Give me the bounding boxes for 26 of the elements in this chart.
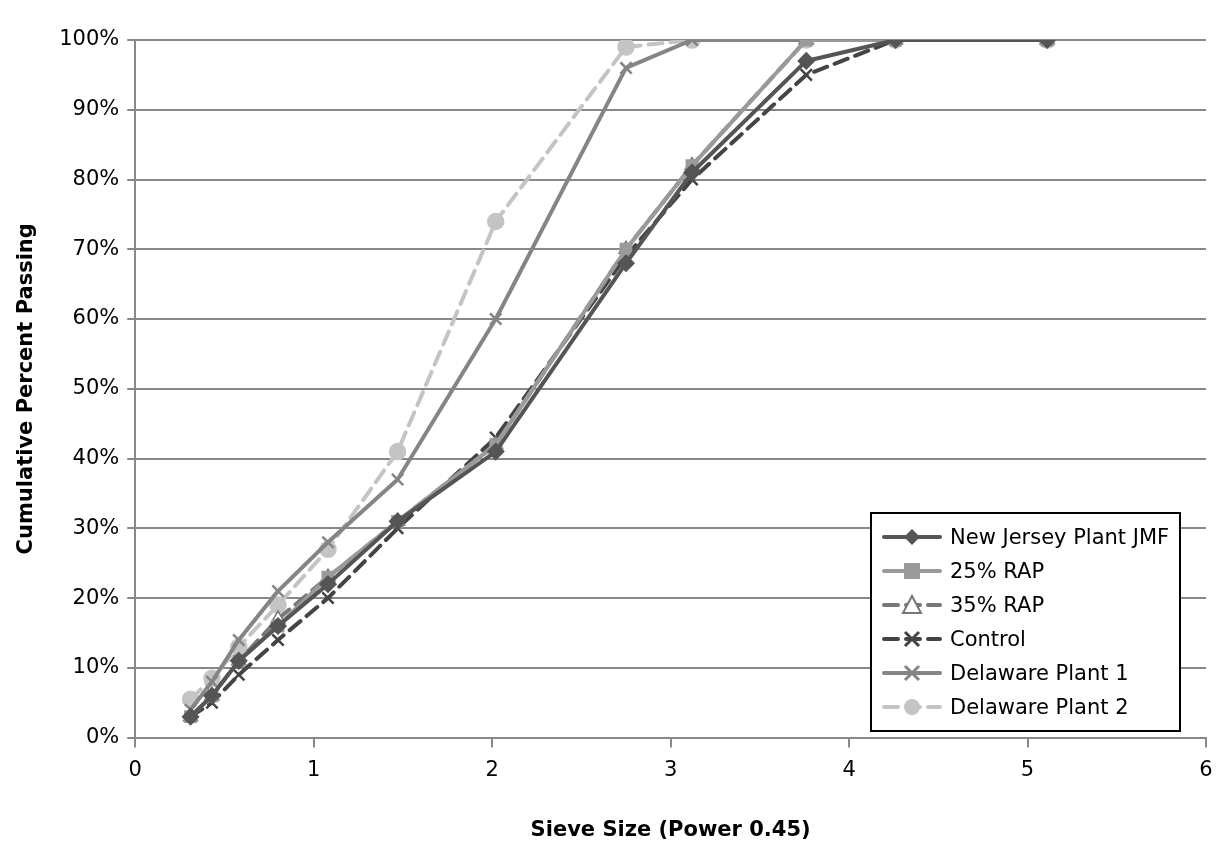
- y-axis-title: Cumulative Percent Passing: [13, 223, 38, 555]
- y-tick-label: 20%: [72, 584, 120, 609]
- y-tick-label: 60%: [72, 305, 120, 330]
- y-tick-label: 90%: [72, 96, 120, 121]
- x-tick-label: 4: [842, 756, 856, 781]
- legend-label: New Jersey Plant JMF: [950, 524, 1170, 549]
- legend-label: 35% RAP: [950, 592, 1045, 617]
- x-tick-label: 5: [1020, 756, 1035, 781]
- x-tick-label: 1: [307, 756, 321, 781]
- x-tick-label: 2: [485, 756, 499, 781]
- legend-label: Delaware Plant 1: [950, 660, 1129, 685]
- y-tick-label: 0%: [85, 724, 120, 749]
- x-tick-label: 0: [128, 756, 142, 781]
- y-tick-label: 40%: [72, 445, 120, 470]
- x-axis-title: Sieve Size (Power 0.45): [530, 816, 811, 841]
- y-tick-label: 70%: [72, 235, 120, 260]
- legend-label: Control: [950, 626, 1026, 651]
- x-tick-label: 3: [663, 756, 678, 781]
- y-tick-label: 30%: [72, 514, 120, 539]
- y-tick-label: 50%: [72, 375, 120, 400]
- y-tick-label: 10%: [72, 654, 120, 679]
- x-tick-label: 6: [1199, 756, 1213, 781]
- y-tick-label: 100%: [59, 26, 120, 51]
- legend-label: Delaware Plant 2: [950, 694, 1129, 719]
- y-tick-label: 80%: [72, 165, 120, 190]
- legend-label: 25% RAP: [950, 558, 1045, 583]
